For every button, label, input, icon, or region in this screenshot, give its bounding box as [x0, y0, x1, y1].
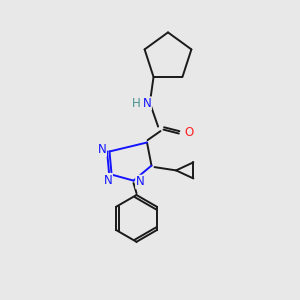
Text: N: N	[136, 175, 145, 188]
Text: N: N	[142, 97, 152, 110]
Text: N: N	[98, 143, 106, 156]
Text: H: H	[132, 97, 141, 110]
Text: N: N	[103, 173, 112, 187]
Text: O: O	[185, 126, 194, 139]
